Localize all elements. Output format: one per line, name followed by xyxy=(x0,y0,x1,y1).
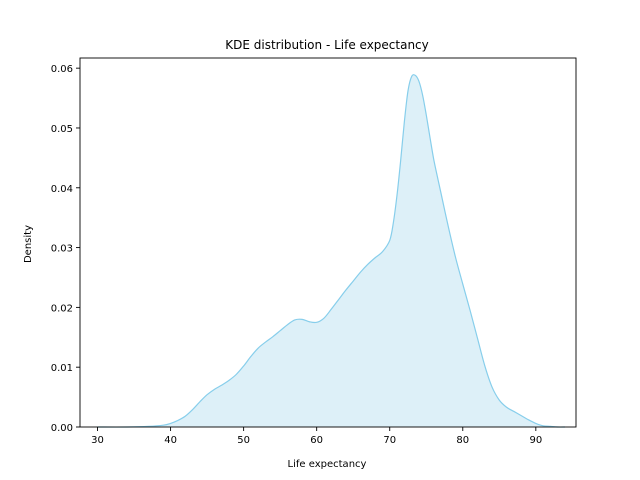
x-tick-label: 50 xyxy=(237,435,250,446)
plot-area xyxy=(97,74,566,428)
y-tick-label: 0.05 xyxy=(51,124,73,135)
kde-fill-area xyxy=(97,74,566,428)
y-tick-label: 0.01 xyxy=(51,363,73,374)
y-tick-label: 0.04 xyxy=(51,184,73,195)
y-tick-label: 0.00 xyxy=(51,423,73,434)
axes: 30 40 50 60 70 80 90 0.00 0.01 0.02 0.03 0.04 0.05 0.… xyxy=(51,57,577,446)
x-tick-label: 30 xyxy=(91,435,104,446)
y-tick-label: 0.03 xyxy=(51,244,73,255)
kde-curve-line xyxy=(97,74,566,428)
y-tick-label: 0.02 xyxy=(51,303,73,314)
x-tick-label: 90 xyxy=(529,435,542,446)
chart-title: KDE distribution - Life expectancy xyxy=(225,38,429,52)
y-axis-label: Density xyxy=(23,225,34,263)
x-tick-label: 80 xyxy=(456,435,469,446)
x-tick-label: 70 xyxy=(383,435,396,446)
x-tick-label: 60 xyxy=(310,435,323,446)
y-tick-label: 0.06 xyxy=(51,64,73,75)
plot-frame xyxy=(79,57,577,428)
x-tick-label: 40 xyxy=(164,435,177,446)
x-axis-label: Life expectancy xyxy=(288,459,367,470)
